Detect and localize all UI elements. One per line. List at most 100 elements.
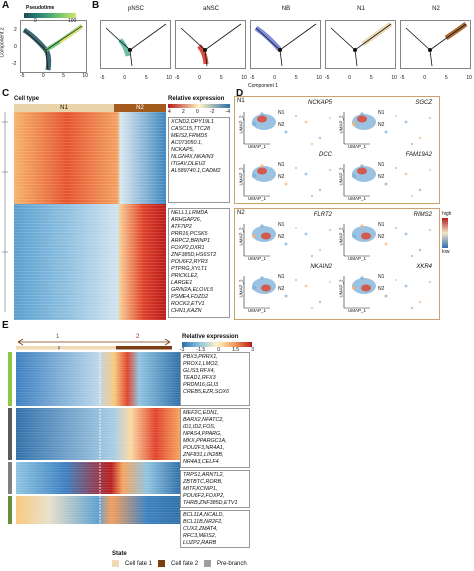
cell-point (384, 242, 388, 246)
panel-a-xtick: 10 (82, 73, 88, 79)
cell-point (318, 188, 322, 192)
panel-e-legend-title: Relative expression (182, 334, 239, 340)
umap-xlabel: UMAP_1 (248, 256, 267, 261)
umap-ylabel: UMAP_2 (338, 227, 344, 246)
umap-legend-high: high (442, 211, 452, 217)
xtick: -5 (325, 75, 330, 81)
legend-tick: -3 (180, 347, 185, 353)
legend-tick: 0 (217, 347, 221, 353)
panel-e-legend-ticks: -3 -1.5 0 1.5 3 (180, 348, 254, 353)
xtick: -5 (100, 75, 105, 81)
panel-a-xtick: -5 (20, 73, 25, 79)
cell-point (410, 142, 414, 146)
cluster-label-n2: N2 (378, 174, 385, 180)
umap-axes (343, 164, 370, 197)
legend-tick: 2 (181, 109, 185, 115)
cluster-label-n1: N1 (278, 274, 285, 280)
panel-a-ytick-1: 2 (14, 27, 17, 33)
umap-ylabel: UMAP_2 (238, 115, 244, 134)
umap-gene-title: FAM19A2 (405, 152, 432, 158)
cell-point (351, 285, 357, 291)
cell-point (295, 227, 297, 229)
gene-label: BCL11A,NCALD, (183, 512, 224, 518)
branch-label-1: 1 (56, 334, 60, 340)
cell-point (410, 194, 414, 198)
umap-xlabel: UMAP_1 (348, 308, 367, 313)
cell-point (329, 169, 331, 171)
cell-point (384, 294, 388, 298)
xtick: 10 (391, 75, 397, 81)
trajectory-tree (330, 23, 392, 67)
xtick: 0 (123, 75, 127, 81)
column-header-n2: N2 (114, 104, 166, 112)
state-legend-item: Cell fate 1 (125, 560, 153, 567)
gene-label: ARPC2,BRINP1 (171, 238, 210, 244)
panel-b-trajectories: pNSC -5 0 5 10 aNSC -5 0 5 10 NB -5 0 5 10 N1 -5 0 5 10 N2 -5… (100, 6, 472, 86)
legend-tick: 3 (251, 347, 254, 353)
gene-label: MITF,KCNIP1, (183, 486, 218, 492)
trajectory-tree (405, 23, 467, 67)
cell-point (351, 233, 357, 239)
panel-letter-e: E (2, 320, 9, 331)
cell-point (418, 300, 422, 304)
cell-point (418, 188, 422, 192)
gene-label: NELL1,LRMDA (171, 210, 208, 216)
gene-label: NLGN4X,NKAIN3 (171, 154, 214, 160)
state-legend-item: Cell fate 2 (171, 560, 199, 567)
cluster-label-n2: N2 (278, 286, 285, 292)
xtick: 10 (466, 75, 472, 81)
umap-ylabel: UMAP_2 (238, 167, 244, 186)
branch-label-2: 2 (136, 334, 140, 340)
legend-tick: -2 (209, 109, 215, 115)
umap-axes (243, 112, 270, 145)
cell-point (318, 136, 322, 140)
cell-point (329, 229, 331, 231)
gene-label: RFC3,MEIS2, (183, 533, 217, 539)
trajectory-tree (255, 23, 317, 67)
cell-point (318, 248, 322, 252)
trajectory-svg (175, 20, 246, 69)
cell-point (310, 194, 314, 198)
umap-ylabel: UMAP_2 (238, 279, 244, 298)
umap-scatter (243, 276, 331, 310)
gene-label: ZBTBTC,RORB, (183, 479, 223, 485)
umap-gene-title: DCC (319, 152, 332, 158)
trajectory-tree (180, 23, 242, 67)
cell-point (404, 284, 408, 288)
panel-d-n1-frame: N1 (234, 96, 440, 204)
panel-c-legend-ticks: 4 2 0 -2 -4 (168, 110, 230, 115)
gene-label: BCL11B,NR2F2, (183, 519, 223, 525)
cell-point (304, 232, 308, 236)
legend-swatch-fate2 (158, 560, 166, 567)
cell-point (310, 306, 314, 310)
gene-label: NPAS4,PPARG, (183, 431, 222, 437)
umap-ylabel: UMAP_2 (338, 167, 344, 186)
gene-label: PBX3,PRRX1, (183, 354, 218, 360)
expression-hotspot (257, 115, 267, 123)
cell-point (418, 136, 422, 140)
trajectory-xticks: -5 0 5 10 (250, 75, 322, 81)
umap-plot-flrt2: FLRT2 N1 N2 UMAP_1 UMAP_2 (239, 212, 336, 262)
umap-plot-sgcz: SGCZ N1 N2 UMAP_1 UMAP_2 (339, 100, 436, 150)
gene-label: THRB,ZNF385D,ETV1 (183, 500, 238, 506)
cell-point (395, 167, 397, 169)
cell-point (310, 254, 314, 258)
cell-point (251, 285, 257, 291)
branch-point (203, 48, 207, 52)
umap-plot-nckap5: NCKAP5 N1 N2 UMAP_1 UMAP_2 (238, 100, 336, 150)
cell-point (395, 115, 397, 117)
expression-hotspot (357, 115, 367, 123)
cluster-number-2: 2 (4, 414, 8, 420)
umap-xlabel: UMAP_1 (348, 144, 367, 149)
trajectory-xticks: -5 0 5 10 (175, 75, 247, 81)
umap-ylabel: UMAP_2 (338, 279, 344, 298)
trajectory-title: N1 (357, 6, 365, 12)
trajectory-xticks: -5 0 5 10 (100, 75, 172, 81)
cell-point (260, 112, 264, 116)
panel-b-xlabel: Component 1 (248, 83, 279, 89)
umap-scatter (343, 276, 431, 310)
panel-e-colorbar (182, 342, 252, 347)
cell-point (360, 112, 364, 116)
gene-label: TRPS1,ARNTL2, (183, 472, 225, 478)
xtick: 5 (369, 75, 373, 81)
